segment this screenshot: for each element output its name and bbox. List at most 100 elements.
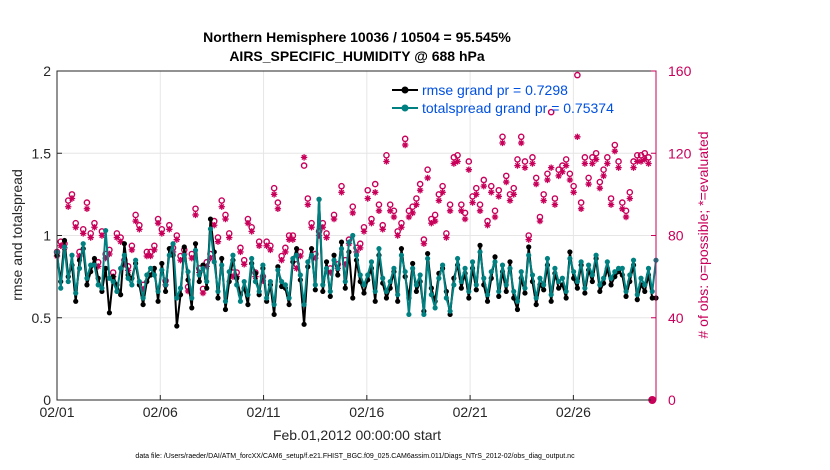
obs-evaluated-point (226, 234, 233, 241)
totalspread-point (559, 275, 566, 281)
rmse-point (327, 293, 333, 299)
obs-evaluated-point (188, 254, 195, 262)
obs-evaluated-point (282, 248, 289, 256)
obs-evaluated-point (562, 162, 570, 169)
obs-evaluated-point (338, 189, 345, 196)
totalspread-point (492, 259, 498, 265)
totalspread-point (413, 282, 419, 288)
totalspread-point (147, 265, 154, 271)
rmse-point (634, 297, 640, 303)
obs-possible-point (577, 199, 585, 206)
rmse-point (563, 295, 569, 301)
obs-evaluated-point (503, 178, 510, 186)
rmse-point (514, 306, 521, 313)
obs-possible-point (615, 158, 622, 165)
obs-possible-point (371, 180, 379, 188)
rmse-point (496, 293, 502, 299)
totalspread-point (597, 282, 603, 288)
totalspread-point (174, 295, 180, 301)
obs-evaluated-point (386, 207, 394, 215)
totalspread-point (297, 272, 303, 278)
totalspread-point (586, 262, 592, 268)
obs-evaluated-point (446, 207, 454, 215)
totalspread-point (443, 295, 449, 301)
obs-evaluated-point (154, 219, 162, 227)
totalspread-point (192, 247, 199, 253)
totalspread-point (110, 278, 116, 285)
totalspread-point (260, 262, 266, 268)
obs-evaluated-point (458, 207, 465, 215)
obs-evaluated-point (641, 156, 648, 163)
x-axis: 02/01 02/06 02/11 02/16 02/21 02/26 (39, 395, 591, 420)
obs-possible-point (218, 197, 226, 204)
rmse-point (140, 301, 146, 308)
totalspread-point (421, 311, 427, 318)
obs-evaluated-point (102, 254, 109, 262)
obs-evaluated-point (207, 254, 214, 262)
totalspread-point (252, 278, 259, 285)
obs-evaluated-point (113, 234, 121, 241)
obs-possible-point (375, 201, 383, 208)
totalspread-point (323, 265, 330, 271)
obs-evaluated-point (375, 207, 383, 215)
obs-evaluated-point (372, 189, 379, 196)
obs-evaluated-point (166, 226, 173, 233)
obs-evaluated-point (312, 254, 319, 262)
obs-evaluated-point (308, 224, 315, 231)
legend-spread-marker (401, 104, 409, 112)
obs-evaluated-point (57, 242, 64, 249)
totalspread-point (350, 232, 356, 239)
obs-possible-point (532, 174, 540, 182)
totalspread-point (189, 295, 195, 301)
rmse-point (106, 310, 113, 316)
obs-possible-point (192, 205, 199, 213)
totalspread-point (372, 288, 378, 295)
obs-evaluated-point (203, 263, 210, 270)
obs-possible-point (304, 195, 312, 202)
obs-evaluated-point (559, 168, 566, 175)
obs-evaluated-point (604, 160, 611, 167)
y-axis-right-label: # of obs: o=possible; *=evaluated (695, 131, 711, 338)
totalspread-point (241, 278, 247, 285)
totalspread-point (447, 308, 453, 314)
totalspread-point (488, 269, 494, 275)
totalspread-point (469, 259, 476, 265)
totalspread-point (76, 265, 83, 271)
totalspread-point (383, 288, 390, 295)
totalspread-point (267, 278, 273, 285)
totalspread-point (473, 282, 479, 288)
obs-evaluated-point (379, 226, 386, 233)
rmse-point (582, 290, 588, 296)
obs-evaluated-point (274, 205, 282, 212)
totalspread-point (544, 255, 551, 262)
rmse-point (642, 288, 648, 295)
obs-evaluated-point (416, 187, 424, 194)
x-axis-label: Feb.01,2012 00:00:00 start (273, 427, 441, 443)
obs-evaluated-point (293, 265, 300, 272)
obs-evaluated-point (327, 269, 334, 276)
totalspread-point (159, 267, 165, 273)
obs-evaluated-point (330, 215, 338, 223)
obs-evaluated-point (420, 240, 428, 247)
totalspread-point (144, 272, 150, 278)
totalspread-point (402, 269, 408, 275)
obs-evaluated-point (255, 242, 263, 249)
obs-evaluated-point (592, 156, 600, 163)
rmse-point (541, 287, 547, 293)
obs-evaluated-point (510, 191, 517, 198)
totalspread-point (496, 288, 502, 295)
totalspread-point (484, 292, 491, 298)
obs-evaluated-point (491, 213, 499, 221)
totalspread-point (99, 285, 105, 291)
totalspread-point (518, 269, 524, 275)
totalspread-point (589, 272, 595, 278)
obs-evaluated-point (136, 226, 143, 233)
rmse-point (623, 293, 629, 299)
obs-evaluated-point (349, 209, 356, 217)
totalspread-point (612, 269, 618, 275)
totalspread-point (215, 288, 221, 295)
obs-possible-point (270, 184, 278, 192)
rmse-point (507, 259, 513, 265)
obs-evaluated-point (128, 246, 136, 254)
totalspread-point (571, 269, 577, 275)
